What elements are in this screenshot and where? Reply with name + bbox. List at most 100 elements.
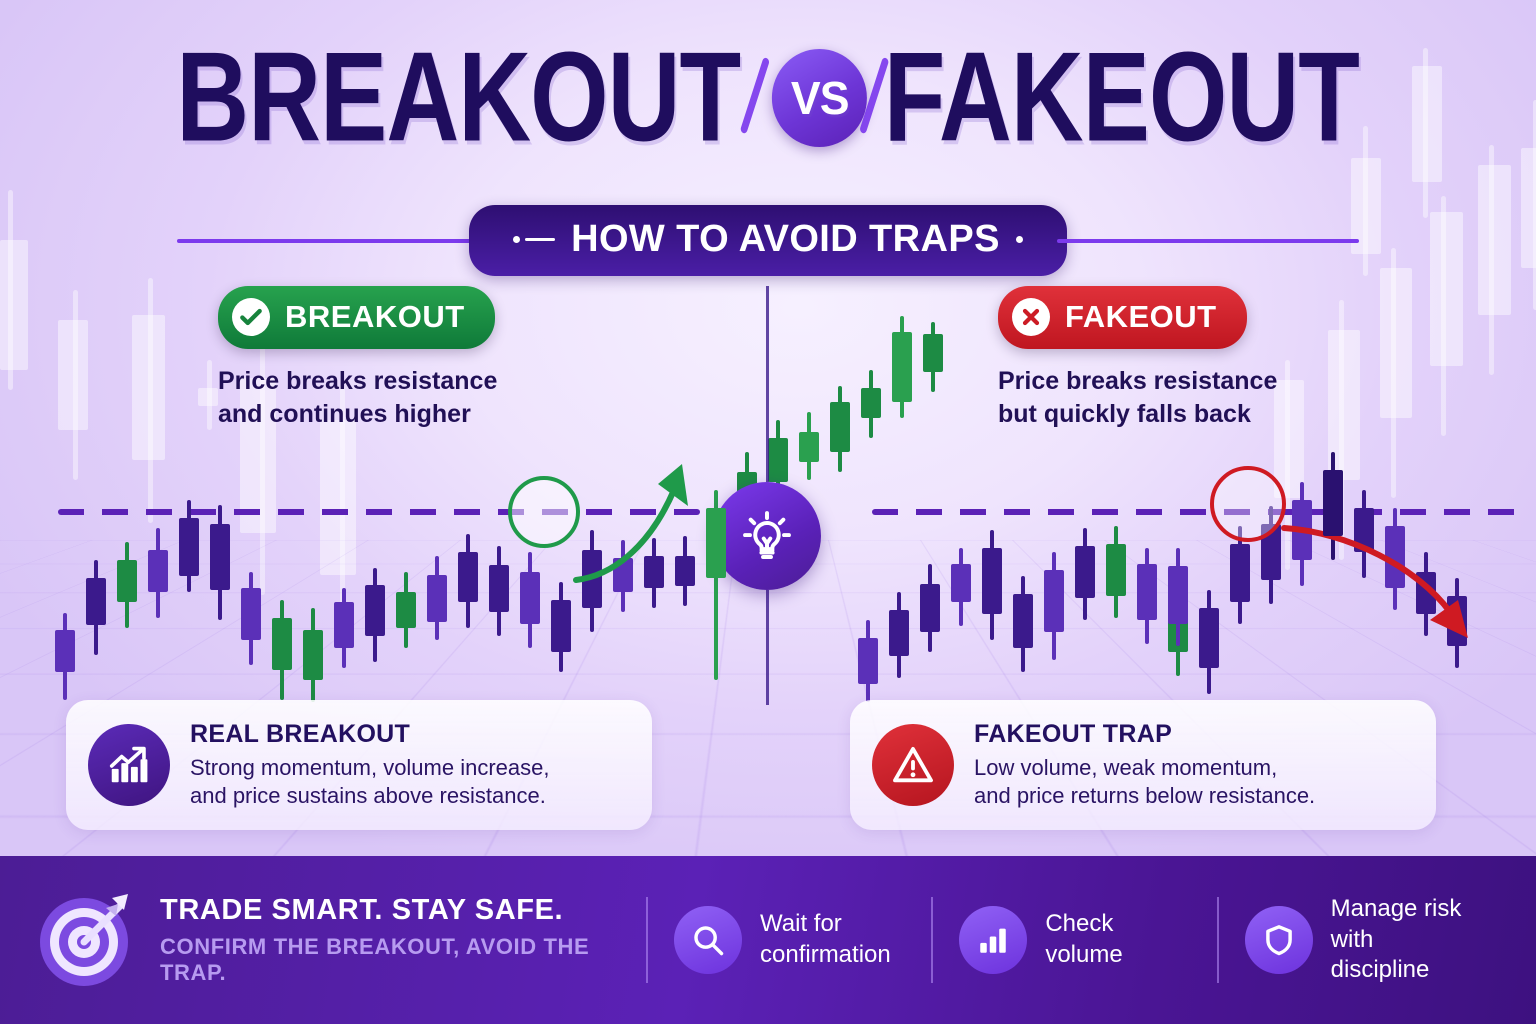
candle-wick: [1145, 548, 1149, 644]
page-title: BREAKOUT VS FAKEOUT: [177, 35, 1361, 162]
candle-wick: [1455, 578, 1459, 668]
candle-body: [799, 432, 819, 462]
candle-wick: [897, 592, 901, 678]
card-left-line1: Strong momentum, volume increase,: [190, 754, 550, 780]
divider-line-bottom: [766, 590, 769, 705]
footer-divider-1: [646, 897, 648, 983]
candle-wick: [1052, 552, 1056, 660]
subtitle-rule-left: [177, 238, 480, 243]
candle-wick: [1021, 576, 1025, 672]
footer-tip-3-line1: Manage risk: [1330, 894, 1462, 922]
candle-body: [1106, 544, 1126, 596]
breakout-desc-line2: and continues higher: [218, 400, 471, 428]
check-circle-icon: [232, 298, 270, 336]
fakeout-arrow-icon: [1281, 525, 1468, 638]
badge-breakout-label: BREAKOUT: [285, 299, 465, 334]
candle-body: [675, 556, 695, 586]
candle-wick: [959, 548, 963, 626]
dot-right-icon: [1015, 236, 1023, 243]
candle-wick: [342, 588, 346, 668]
divider-line-top: [766, 286, 769, 482]
candle-wick: [1300, 482, 1304, 586]
resistance-line-right: [872, 509, 1518, 515]
candle-wick: [528, 552, 532, 648]
candle-body: [1323, 470, 1343, 536]
footer-tip-2-text: Check volume: [1045, 909, 1122, 970]
subtitle-rule-right: [1056, 238, 1359, 243]
candle-body: [613, 558, 633, 592]
candle-body: [1416, 572, 1436, 614]
dash-dot-left-icon: [513, 236, 556, 243]
candle-wick: [1114, 526, 1118, 618]
candle-body: [117, 560, 137, 602]
title-block: BREAKOUT VS FAKEOUT: [0, 35, 1536, 162]
x-circle-icon: [1012, 298, 1050, 336]
footer-tip-1-line1: Wait for: [760, 910, 842, 938]
warning-triangle-icon: [872, 724, 954, 806]
candle-wick: [1176, 574, 1180, 676]
candle-body: [1168, 566, 1188, 624]
candle-body: [365, 585, 385, 636]
candle-body: [520, 572, 540, 624]
candle-wick: [683, 536, 687, 606]
fakeout-highlight-circle: [1210, 466, 1286, 542]
candle-body: [427, 575, 447, 622]
footer-divider-3: [1216, 897, 1219, 983]
footer-tip-wait-for-confirmation[interactable]: Wait for confirmation: [648, 906, 931, 974]
candle-wick: [990, 530, 994, 640]
candle-body: [1044, 570, 1064, 632]
card-right-line1: Low volume, weak momentum,: [974, 754, 1278, 780]
candle-wick: [249, 572, 253, 665]
footer-tip-check-volume[interactable]: Check volume: [933, 906, 1216, 974]
candle-body: [768, 438, 788, 482]
candle-wick: [1083, 528, 1087, 620]
candle-body: [551, 600, 571, 652]
footer-tip-2-line1: Check: [1045, 910, 1114, 938]
candle-wick: [1424, 552, 1428, 636]
growth-chart-icon: [88, 724, 170, 806]
candle-body: [1137, 564, 1157, 620]
candle-wick: [435, 556, 439, 640]
candle-wick: [1393, 508, 1397, 610]
candle-body: [858, 638, 878, 684]
badge-breakout: BREAKOUT: [218, 286, 495, 349]
candle-body: [334, 602, 354, 648]
candle-wick: [63, 613, 67, 700]
subtitle-badge: HOW TO AVOID TRAPS: [469, 205, 1067, 276]
footer-tip-manage-risk[interactable]: Manage risk with discipline: [1219, 894, 1502, 986]
candle-wick: [280, 600, 284, 700]
candle-body: [303, 630, 323, 680]
footer-bar: TRADE SMART. STAY SAFE. CONFIRM THE BREA…: [0, 856, 1536, 1024]
candle-body: [1261, 524, 1281, 580]
candle-wick: [497, 546, 501, 636]
shield-icon: [1244, 906, 1313, 974]
candle-wick: [1362, 490, 1366, 578]
candle-wick: [218, 505, 222, 620]
candle-wick: [807, 412, 811, 480]
fakeout-description: Price breaks resistance but quickly fall…: [998, 365, 1536, 431]
candle-body: [55, 630, 75, 672]
footer-headline: TRADE SMART. STAY SAFE.: [160, 894, 564, 926]
candle-wick: [1207, 590, 1211, 694]
badge-fakeout-label: FAKEOUT: [1065, 299, 1217, 334]
candle-body: [272, 618, 292, 670]
subtitle-text: HOW TO AVOID TRAPS: [571, 218, 1000, 260]
candle-body: [489, 565, 509, 612]
card-left-line2: and price sustains above resistance.: [190, 783, 546, 808]
candle-body: [179, 518, 199, 576]
breakout-arrow-icon: [573, 464, 688, 583]
target-dart-icon: [34, 888, 138, 992]
candle-body: [396, 592, 416, 628]
subtitle-row: HOW TO AVOID TRAPS: [0, 205, 1536, 276]
resistance-line-left: [58, 509, 700, 515]
candle-wick: [373, 568, 377, 662]
candle-body: [982, 548, 1002, 614]
card-fakeout-trap: FAKEOUT TRAP Low volume, weak momentum, …: [850, 700, 1436, 830]
panel-fakeout: FAKEOUT Price breaks resistance but quic…: [846, 286, 1536, 431]
lightbulb-icon: [713, 482, 821, 590]
candle-wick: [1269, 506, 1273, 604]
candle-body: [210, 524, 230, 590]
fakeout-desc-line1: Price breaks resistance: [998, 367, 1278, 395]
candle-body: [920, 584, 940, 632]
